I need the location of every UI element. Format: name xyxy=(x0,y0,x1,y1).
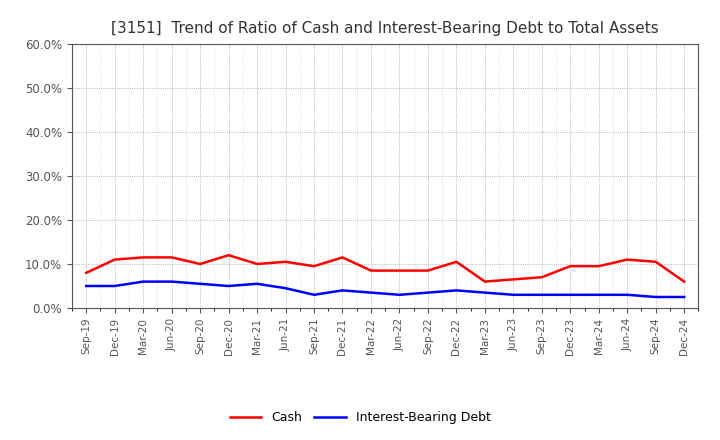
Interest-Bearing Debt xyxy=(253,281,261,286)
Title: [3151]  Trend of Ratio of Cash and Interest-Bearing Debt to Total Assets: [3151] Trend of Ratio of Cash and Intere… xyxy=(112,21,659,36)
Legend: Cash, Interest-Bearing Debt: Cash, Interest-Bearing Debt xyxy=(225,407,495,429)
Cash xyxy=(509,277,518,282)
Cash xyxy=(196,261,204,267)
Cash xyxy=(366,268,375,273)
Interest-Bearing Debt xyxy=(480,290,489,295)
Interest-Bearing Debt xyxy=(680,294,688,300)
Cash xyxy=(566,264,575,269)
Interest-Bearing Debt xyxy=(566,292,575,297)
Cash xyxy=(480,279,489,284)
Cash xyxy=(395,268,404,273)
Interest-Bearing Debt xyxy=(196,281,204,286)
Cash xyxy=(310,264,318,269)
Line: Interest-Bearing Debt: Interest-Bearing Debt xyxy=(86,282,684,297)
Cash xyxy=(139,255,148,260)
Cash xyxy=(253,261,261,267)
Cash xyxy=(537,275,546,280)
Interest-Bearing Debt xyxy=(338,288,347,293)
Cash xyxy=(680,279,688,284)
Interest-Bearing Debt xyxy=(595,292,603,297)
Cash xyxy=(82,270,91,275)
Cash xyxy=(110,257,119,262)
Cash xyxy=(225,253,233,258)
Cash xyxy=(167,255,176,260)
Interest-Bearing Debt xyxy=(282,286,290,291)
Interest-Bearing Debt xyxy=(537,292,546,297)
Interest-Bearing Debt xyxy=(452,288,461,293)
Cash xyxy=(423,268,432,273)
Interest-Bearing Debt xyxy=(423,290,432,295)
Interest-Bearing Debt xyxy=(82,283,91,289)
Cash xyxy=(338,255,347,260)
Interest-Bearing Debt xyxy=(110,283,119,289)
Interest-Bearing Debt xyxy=(225,283,233,289)
Interest-Bearing Debt xyxy=(310,292,318,297)
Interest-Bearing Debt xyxy=(509,292,518,297)
Cash xyxy=(623,257,631,262)
Interest-Bearing Debt xyxy=(623,292,631,297)
Line: Cash: Cash xyxy=(86,255,684,282)
Cash xyxy=(282,259,290,264)
Interest-Bearing Debt xyxy=(395,292,404,297)
Interest-Bearing Debt xyxy=(652,294,660,300)
Cash xyxy=(452,259,461,264)
Cash xyxy=(595,264,603,269)
Interest-Bearing Debt xyxy=(139,279,148,284)
Cash xyxy=(652,259,660,264)
Interest-Bearing Debt xyxy=(167,279,176,284)
Interest-Bearing Debt xyxy=(366,290,375,295)
